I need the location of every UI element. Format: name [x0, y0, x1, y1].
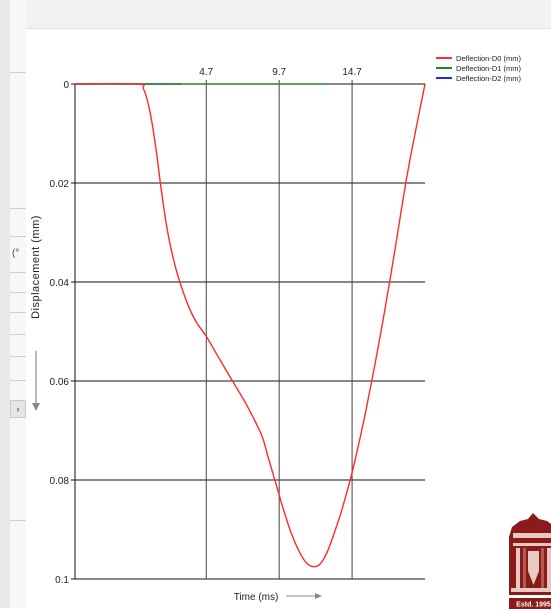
panel-divider [10, 272, 26, 273]
top-bar [26, 0, 551, 29]
y-axis-label: Displacement (mm) [30, 215, 42, 319]
panel-divider [10, 312, 26, 313]
y-tick-label: 0.04 [50, 278, 70, 289]
x-axis-right-arrow [286, 593, 322, 599]
y-tick-label: 0 [63, 80, 69, 91]
logo-emblem [509, 513, 551, 595]
legend-label: Deflection-D1 (mm) [456, 64, 522, 73]
panel-divider [10, 72, 26, 73]
series-line-deflection-d0-mm [74, 82, 426, 568]
panel-divider [10, 380, 26, 381]
panel-divider [10, 292, 26, 293]
y-tick-label: 0.06 [50, 377, 70, 388]
y-tick-label: 0.1 [55, 575, 69, 586]
legend-label: Deflection-D2 (mm) [456, 74, 522, 83]
chart-panel: 4.7 9.7 14.7 0 0.02 0.04 0.06 0.08 0.1 Deflecti… [26, 29, 551, 609]
logo-caption-band [509, 598, 551, 609]
logo-caption: Estd. 1995 [516, 602, 551, 609]
legend-label: Deflection-D0 (mm) [456, 54, 522, 63]
panel-divider [10, 334, 26, 335]
partial-label-glyph: (° [12, 248, 20, 259]
panel-divider [10, 236, 26, 237]
panel-divider [10, 356, 26, 357]
scroll-right-button[interactable]: › [10, 400, 26, 418]
y-tick-labels: 0 0.02 0.04 0.06 0.08 0.1 [50, 80, 70, 586]
x-tick-label: 14.7 [342, 67, 362, 78]
y-tick-label: 0.08 [50, 476, 70, 487]
y-axis-down-arrow [32, 351, 40, 411]
x-tick-labels: 4.7 9.7 14.7 [199, 67, 362, 78]
grid-lines [71, 80, 425, 580]
legend: Deflection-D0 (mm)Deflection-D1 (mm)Defl… [436, 54, 522, 83]
y-tick-label: 0.02 [50, 179, 70, 190]
left-side-panel [10, 0, 27, 608]
deflection-chart: 4.7 9.7 14.7 0 0.02 0.04 0.06 0.08 0.1 Deflecti… [30, 54, 522, 603]
panel-divider [10, 208, 26, 209]
panel-divider [10, 520, 26, 521]
series-lines [74, 82, 426, 568]
x-tick-label: 4.7 [199, 67, 213, 78]
institution-logo: Estd. 1995 [509, 513, 551, 609]
x-axis-label: Time (ms) [234, 592, 279, 603]
x-tick-label: 9.7 [272, 67, 286, 78]
